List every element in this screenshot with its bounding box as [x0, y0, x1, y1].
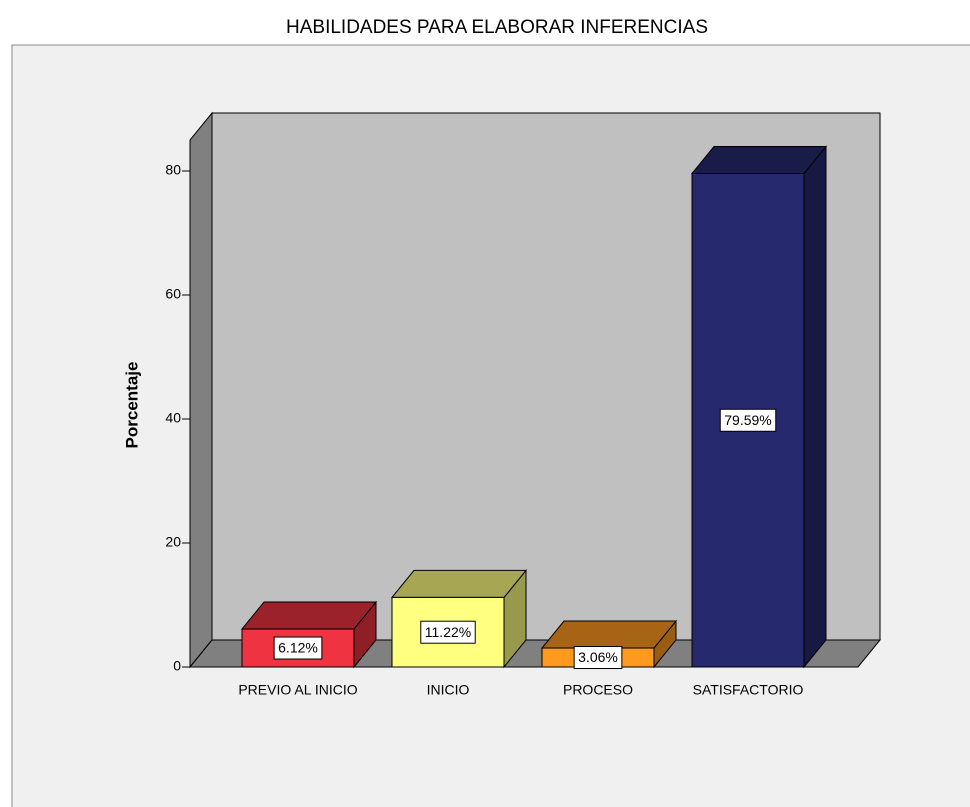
value-label: 11.22% [425, 624, 471, 640]
value-label: 6.12% [278, 640, 318, 656]
chart-title: HABILIDADES PARA ELABORAR INFERENCIAS [286, 17, 708, 38]
x-tick-label: INICIO [427, 682, 470, 698]
y-tick-label: 60 [165, 286, 181, 302]
value-label: 3.06% [578, 649, 618, 665]
x-tick-label: SATISFACTORIO [693, 682, 804, 698]
y-tick-label: 40 [165, 410, 181, 426]
left-wall [189, 111, 213, 669]
x-tick-label: PREVIO AL INICIO [238, 682, 357, 698]
y-tick-label: 0 [173, 658, 181, 674]
y-tick-label: 80 [165, 162, 181, 178]
bar-top [690, 146, 828, 175]
y-tick-label: 20 [165, 534, 181, 550]
bar-side [803, 145, 827, 669]
bar-top [540, 620, 678, 649]
value-label: 79.59% [724, 412, 771, 428]
y-axis-label: Porcentaje [122, 362, 141, 449]
value-label-box [420, 620, 476, 644]
value-label-box [719, 408, 777, 432]
value-label-box [273, 636, 323, 660]
bar-top [240, 601, 378, 630]
value-label-box [573, 646, 623, 670]
bar-top [390, 569, 528, 598]
x-tick-label: PROCESO [563, 682, 633, 698]
